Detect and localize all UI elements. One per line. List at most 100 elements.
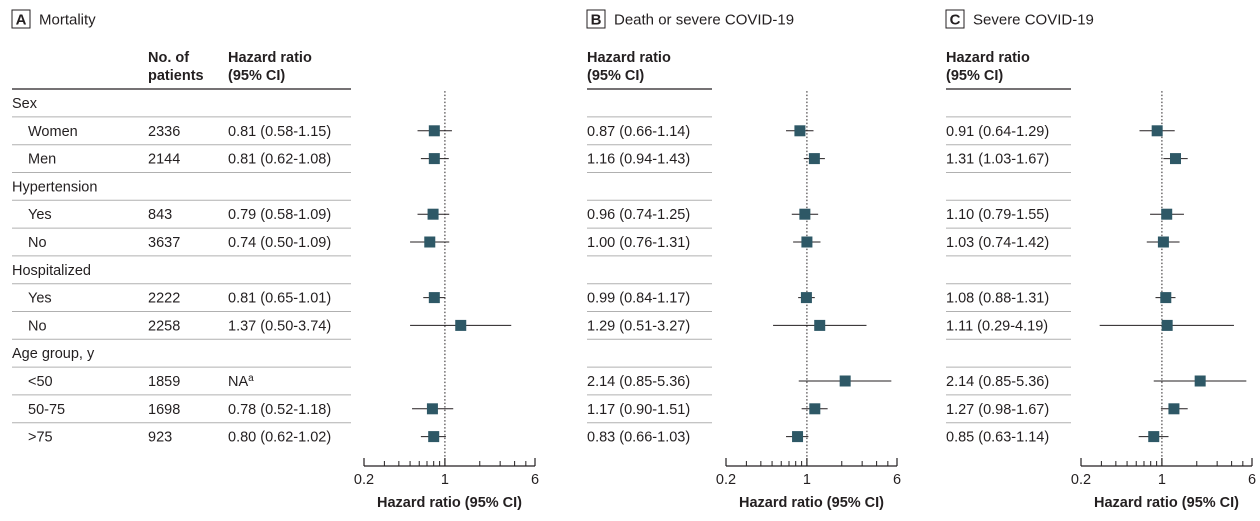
hr-marker <box>1194 375 1206 387</box>
panel-a: A Mortality 0.81 (0.58-1.15) 0.81 (0.62-1.0… <box>11 9 539 511</box>
group-label: Sex <box>12 96 38 112</box>
panel-letter: B <box>591 12 602 29</box>
x-tick-label: 6 <box>531 472 539 488</box>
row-label: No <box>28 318 47 334</box>
hr-marker <box>428 292 440 304</box>
group-label: Hospitalized <box>12 263 91 279</box>
hazard-ratio-header: (95% CI) <box>946 68 1003 84</box>
hr-marker <box>428 431 440 443</box>
hr-value: 1.11 (0.29-4.19) <box>946 318 1048 334</box>
hr-value: NAa <box>228 373 254 391</box>
hazard-ratio-header: (95% CI) <box>587 68 644 84</box>
x-axis-title: Hazard ratio (95% CI) <box>739 495 884 511</box>
footnote-marker: a <box>248 373 254 384</box>
hr-value: 0.99 (0.84-1.17) <box>587 291 690 307</box>
hazard-ratio-header: Hazard ratio <box>587 50 671 66</box>
hr-value: 0.78 (0.52-1.18) <box>228 402 331 418</box>
hr-marker <box>1169 153 1181 165</box>
hr-value: 1.10 (0.79-1.55) <box>946 207 1049 223</box>
hr-marker <box>424 236 436 248</box>
hr-marker <box>1161 208 1173 220</box>
hazard-ratio-header: Hazard ratio <box>228 50 312 66</box>
panel-letter: C <box>950 12 961 29</box>
panel-title: Severe COVID-19 <box>973 12 1094 29</box>
hazard-ratio-header: (95% CI) <box>228 68 285 84</box>
hr-marker <box>814 319 826 331</box>
patient-count: 2222 <box>148 291 180 307</box>
patient-count: 843 <box>148 207 172 223</box>
panel-title: Mortality <box>39 12 96 29</box>
panel-letter-box <box>11 9 31 29</box>
hr-marker <box>455 319 467 331</box>
x-tick-label: 0.2 <box>1071 472 1091 488</box>
hr-value: 0.85 (0.63-1.14) <box>946 430 1049 446</box>
hr-marker <box>1148 431 1160 443</box>
x-tick-label: 6 <box>1248 472 1256 488</box>
hr-value: 1.03 (0.74-1.42) <box>946 235 1049 251</box>
hr-marker <box>1160 292 1172 304</box>
hr-marker <box>427 208 439 220</box>
panel-c: C Severe COVID-19 0.91 (0.64-1.29) 1.31 (1.… <box>945 9 1256 511</box>
panel-letter-box <box>586 9 606 29</box>
hr-marker <box>428 125 440 137</box>
hazard-ratio-header: Hazard ratio <box>946 50 1030 66</box>
row-labels: Sex Women 2336 Men 2144 Hypertension Yes 843 No 3… <box>12 96 180 446</box>
hr-marker <box>808 153 820 165</box>
row-dividers <box>12 116 1071 424</box>
x-tick-label: 0.2 <box>354 472 374 488</box>
row-label: Yes <box>28 207 52 223</box>
hr-marker <box>800 292 812 304</box>
hr-marker <box>1161 319 1173 331</box>
hr-marker <box>1157 236 1169 248</box>
patient-count: 3637 <box>148 235 180 251</box>
group-label: Age group, y <box>12 346 95 362</box>
hr-marker <box>794 125 806 137</box>
column-headers: No. of patients Hazard ratio (95% CI) Hazard… <box>12 50 1071 90</box>
x-axis-title: Hazard ratio (95% CI) <box>1094 495 1239 511</box>
hr-value: 0.81 (0.65-1.01) <box>228 291 331 307</box>
patient-count: 2336 <box>148 124 180 140</box>
group-label: Hypertension <box>12 179 97 195</box>
panel-title: Death or severe COVID-19 <box>614 12 794 29</box>
hr-value: 0.80 (0.62-1.02) <box>228 430 331 446</box>
row-label: 50-75 <box>28 402 65 418</box>
hr-value: 0.74 (0.50-1.09) <box>228 235 331 251</box>
hr-value: 0.87 (0.66-1.14) <box>587 124 690 140</box>
hr-value: 1.31 (1.03-1.67) <box>946 152 1049 168</box>
row-label: No <box>28 235 47 251</box>
hr-value: 2.14 (0.85-5.36) <box>587 374 690 390</box>
patient-count: 923 <box>148 430 172 446</box>
hr-value: 1.17 (0.90-1.51) <box>587 402 690 418</box>
x-tick-label: 1 <box>441 472 449 488</box>
hr-value: 0.83 (0.66-1.03) <box>587 430 690 446</box>
hr-value: 1.16 (0.94-1.43) <box>587 152 690 168</box>
panel-letter: A <box>16 12 27 29</box>
hr-marker <box>801 236 813 248</box>
hr-value: 2.14 (0.85-5.36) <box>946 374 1049 390</box>
x-tick-label: 0.2 <box>716 472 736 488</box>
hr-value: 1.37 (0.50-3.74) <box>228 318 331 334</box>
x-axis-title: Hazard ratio (95% CI) <box>377 495 522 511</box>
hr-value: 0.79 (0.58-1.09) <box>228 207 331 223</box>
hr-marker <box>428 153 440 165</box>
patient-count: 1698 <box>148 402 180 418</box>
hr-marker <box>792 431 804 443</box>
hr-marker <box>1168 403 1180 415</box>
hr-marker <box>809 403 821 415</box>
panel-letter-box <box>945 9 965 29</box>
no-of-patients-header: patients <box>148 68 204 84</box>
row-label: >75 <box>28 430 53 446</box>
hr-value: 0.81 (0.58-1.15) <box>228 124 331 140</box>
hr-value: 1.08 (0.88-1.31) <box>946 291 1049 307</box>
x-tick-label: 1 <box>1158 472 1166 488</box>
hr-value: 1.27 (0.98-1.67) <box>946 402 1049 418</box>
hr-marker <box>799 208 811 220</box>
hr-value: 1.29 (0.51-3.27) <box>587 318 690 334</box>
x-tick-label: 6 <box>893 472 901 488</box>
hr-marker <box>839 375 851 387</box>
no-of-patients-header: No. of <box>148 50 189 66</box>
hr-value: 0.96 (0.74-1.25) <box>587 207 690 223</box>
row-label: Men <box>28 152 56 168</box>
hr-value: 0.91 (0.64-1.29) <box>946 124 1049 140</box>
